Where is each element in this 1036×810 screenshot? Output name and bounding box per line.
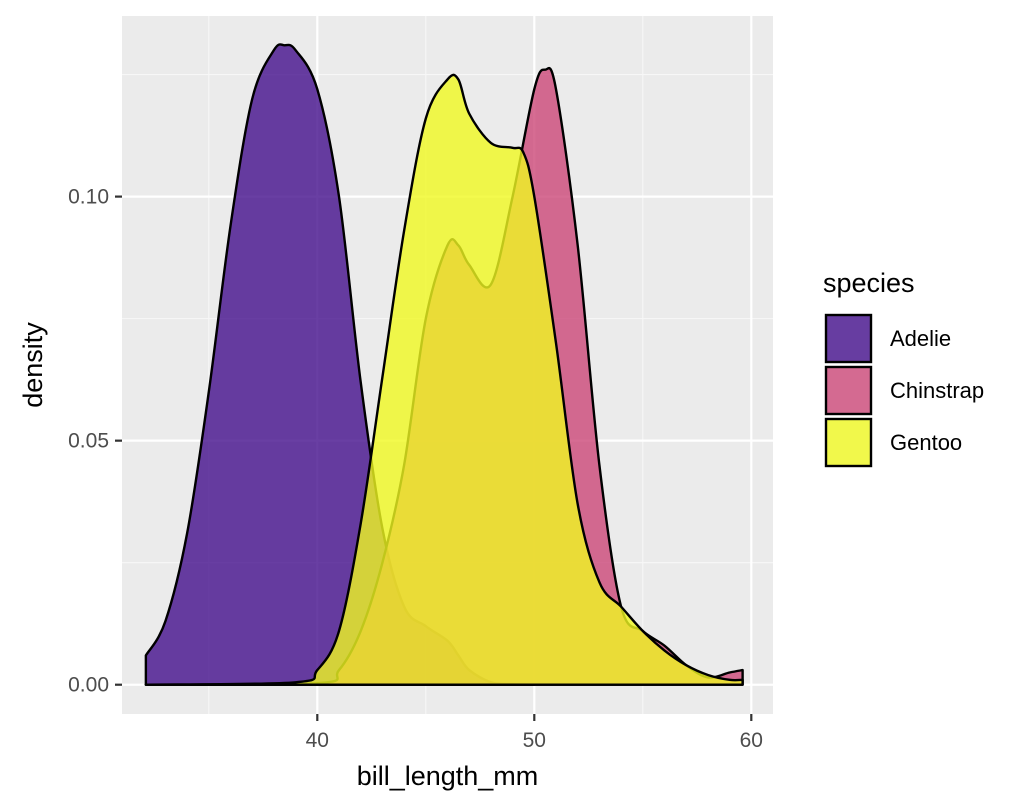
legend-label-gentoo: Gentoo	[890, 430, 962, 455]
y-axis-title: density	[18, 322, 48, 408]
legend-title: species	[823, 268, 915, 298]
axes: 40 50 60 0.00 0.05 0.10	[68, 186, 763, 752]
legend-swatch-gentoo	[824, 417, 873, 468]
legend-label-chinstrap: Chinstrap	[890, 378, 984, 403]
legend: species Adelie Chinstrap Gentoo	[823, 268, 984, 468]
legend-label-adelie: Adelie	[890, 326, 951, 351]
y-tick-label: 0.00	[68, 674, 109, 697]
x-tick-label: 60	[740, 729, 763, 752]
legend-swatch-adelie	[824, 313, 873, 364]
y-tick-label: 0.10	[68, 186, 109, 209]
x-tick-label: 40	[306, 729, 329, 752]
density-area-gentoo	[144, 73, 744, 686]
y-tick-label: 0.05	[68, 430, 109, 453]
x-axis-title: bill_length_mm	[357, 761, 539, 791]
x-tick-label: 50	[523, 729, 546, 752]
density-areas	[144, 43, 744, 687]
legend-swatch-chinstrap	[824, 365, 873, 416]
